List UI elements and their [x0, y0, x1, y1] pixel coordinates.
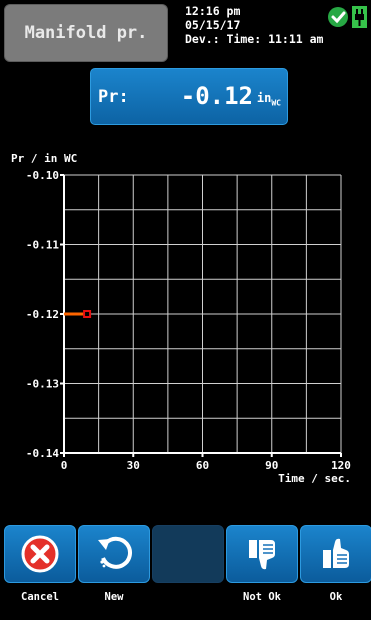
x-tick-label: 120	[331, 459, 351, 472]
x-tick-label: 30	[127, 459, 140, 472]
check-circle-icon	[328, 7, 348, 27]
new-label: New	[104, 591, 124, 603]
x-axis-label: Time / sec.	[278, 472, 351, 485]
clock-date: 05/15/17	[185, 18, 241, 32]
chart-grid	[63, 174, 342, 454]
empty-slot-button	[152, 525, 224, 583]
not-ok-button[interactable]	[226, 525, 298, 583]
unit-sub: WC	[271, 98, 281, 108]
y-tick-label: -0.11	[26, 239, 59, 252]
y-tick-label: -0.13	[26, 378, 59, 391]
cancel-label: Cancel	[21, 591, 59, 603]
thumbs-down-icon	[249, 540, 275, 570]
series-point	[83, 310, 92, 318]
x-tick-label: 60	[196, 459, 209, 472]
not-ok-label: Not Ok	[243, 591, 281, 603]
cancel-button[interactable]	[4, 525, 76, 583]
y-tick-label: -0.10	[26, 169, 59, 182]
reading-unit: inWC	[257, 91, 281, 107]
pressure-chart: Pr / in WC -0.10 -0.11 -0.12 -0.13 -0.140 30 6…	[11, 152, 351, 485]
unit-main: in	[256, 91, 272, 105]
plug-icon	[352, 6, 367, 28]
refresh-icon	[98, 536, 132, 569]
measurement-title-button[interactable]: Manifold pr.	[4, 4, 168, 62]
y-tick-label: -0.12	[26, 308, 59, 321]
y-tick-label: -0.14	[26, 447, 59, 460]
ok-button[interactable]	[300, 525, 371, 583]
new-button[interactable]	[78, 525, 150, 583]
clock-time: 12:16 pm	[185, 4, 241, 18]
reading-value: -0.12	[180, 82, 253, 110]
x-tick-label: 0	[61, 459, 68, 472]
status-icons	[327, 5, 369, 29]
thumbs-up-icon	[323, 538, 349, 568]
reading-label: Pr:	[98, 87, 129, 107]
header-info: 12:16 pm 05/15/17 Dev.: Time: 11:11 am	[185, 4, 323, 46]
ok-label: Ok	[329, 591, 343, 603]
device-time: Dev.: Time: 11:11 am	[185, 32, 324, 46]
bottom-toolbar: Cancel New Not Ok Ok	[0, 525, 371, 620]
x-tick-label: 90	[265, 459, 278, 472]
reading-display: Pr: -0.12 inWC	[90, 68, 288, 125]
y-axis-label: Pr / in WC	[11, 152, 77, 165]
x-circle-icon	[21, 535, 59, 573]
